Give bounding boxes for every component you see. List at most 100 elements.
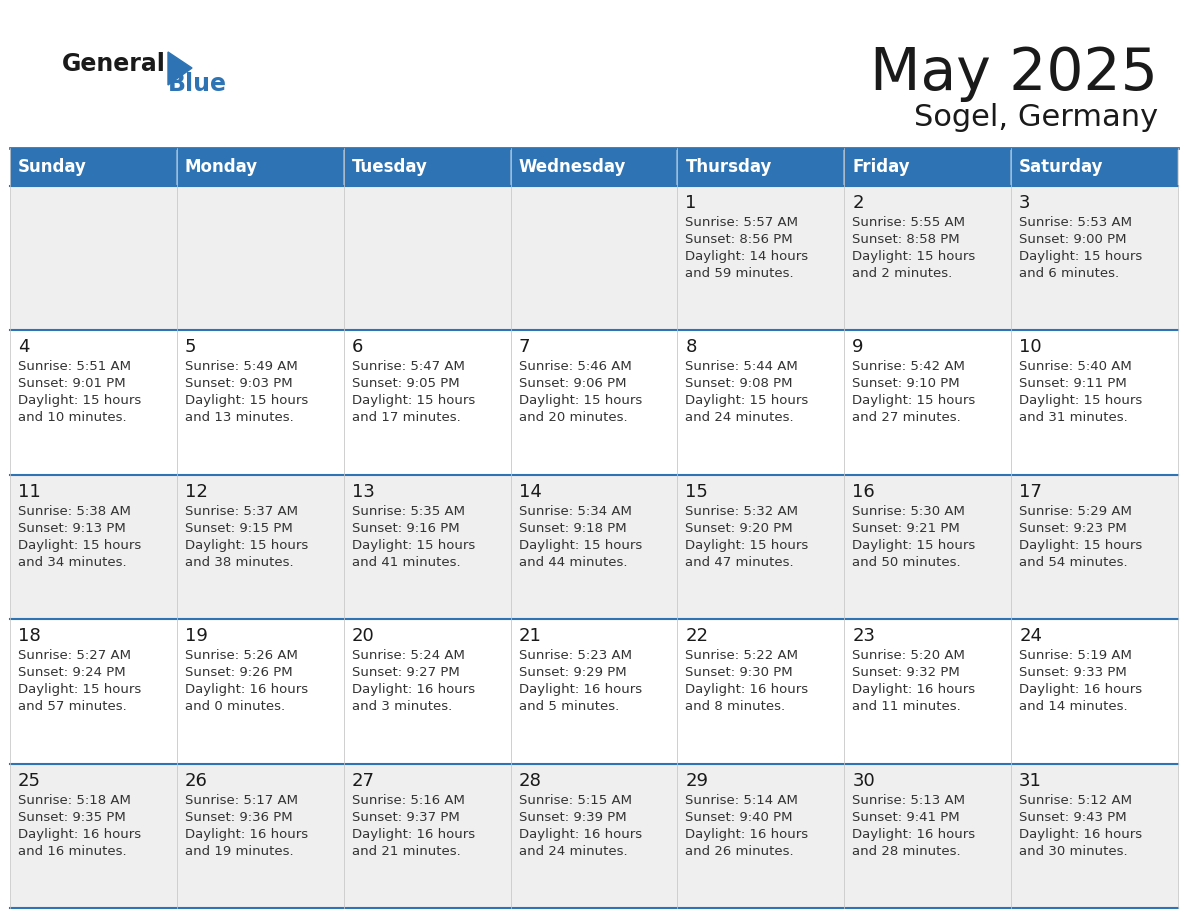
Text: and 50 minutes.: and 50 minutes.	[852, 555, 961, 569]
Text: 14: 14	[519, 483, 542, 501]
Bar	[177, 475, 343, 620]
Text: Daylight: 16 hours: Daylight: 16 hours	[185, 683, 308, 696]
Bar	[511, 186, 677, 330]
Text: Sunset: 9:06 PM: Sunset: 9:06 PM	[519, 377, 626, 390]
Text: Saturday: Saturday	[1019, 158, 1104, 176]
Text: Daylight: 16 hours: Daylight: 16 hours	[685, 828, 809, 841]
Text: Sunset: 9:08 PM: Sunset: 9:08 PM	[685, 377, 792, 390]
Text: Sunset: 8:58 PM: Sunset: 8:58 PM	[852, 233, 960, 246]
Text: Sunrise: 5:13 AM: Sunrise: 5:13 AM	[852, 793, 966, 807]
Text: Sunrise: 5:47 AM: Sunrise: 5:47 AM	[352, 361, 465, 374]
Bar	[1011, 330, 1178, 475]
Bar	[677, 475, 845, 620]
Text: Daylight: 15 hours: Daylight: 15 hours	[1019, 395, 1143, 408]
Text: and 47 minutes.: and 47 minutes.	[685, 555, 794, 569]
Text: 16: 16	[852, 483, 876, 501]
Text: 9: 9	[852, 339, 864, 356]
Text: 13: 13	[352, 483, 374, 501]
Text: Sunset: 9:39 PM: Sunset: 9:39 PM	[519, 811, 626, 823]
Text: Daylight: 15 hours: Daylight: 15 hours	[852, 250, 975, 263]
Text: Sunset: 9:21 PM: Sunset: 9:21 PM	[852, 521, 960, 535]
Text: Sunrise: 5:24 AM: Sunrise: 5:24 AM	[352, 649, 465, 662]
Text: 24: 24	[1019, 627, 1042, 645]
Text: Sunrise: 5:15 AM: Sunrise: 5:15 AM	[519, 793, 632, 807]
Text: and 0 minutes.: and 0 minutes.	[185, 700, 285, 713]
Text: Sunrise: 5:19 AM: Sunrise: 5:19 AM	[1019, 649, 1132, 662]
Text: Sunrise: 5:14 AM: Sunrise: 5:14 AM	[685, 793, 798, 807]
Text: Daylight: 15 hours: Daylight: 15 hours	[519, 539, 642, 552]
Text: Sunrise: 5:22 AM: Sunrise: 5:22 AM	[685, 649, 798, 662]
Text: Tuesday: Tuesday	[352, 158, 428, 176]
Bar	[10, 764, 177, 908]
Text: Sunset: 9:13 PM: Sunset: 9:13 PM	[18, 521, 126, 535]
Text: and 24 minutes.: and 24 minutes.	[519, 845, 627, 857]
Text: Sunset: 9:23 PM: Sunset: 9:23 PM	[1019, 521, 1127, 535]
Text: Sunset: 9:37 PM: Sunset: 9:37 PM	[352, 811, 460, 823]
Text: Daylight: 16 hours: Daylight: 16 hours	[1019, 828, 1143, 841]
Text: 18: 18	[18, 627, 40, 645]
Text: Sunrise: 5:12 AM: Sunrise: 5:12 AM	[1019, 793, 1132, 807]
Bar	[177, 186, 343, 330]
Text: Wednesday: Wednesday	[519, 158, 626, 176]
Text: Daylight: 15 hours: Daylight: 15 hours	[352, 539, 475, 552]
Text: Daylight: 15 hours: Daylight: 15 hours	[519, 395, 642, 408]
Text: 2: 2	[852, 194, 864, 212]
Text: Daylight: 15 hours: Daylight: 15 hours	[352, 395, 475, 408]
Text: and 16 minutes.: and 16 minutes.	[18, 845, 127, 857]
Text: Sunset: 9:43 PM: Sunset: 9:43 PM	[1019, 811, 1126, 823]
Text: and 5 minutes.: and 5 minutes.	[519, 700, 619, 713]
Text: Daylight: 16 hours: Daylight: 16 hours	[685, 683, 809, 696]
Text: Blue: Blue	[168, 72, 227, 96]
Text: 28: 28	[519, 772, 542, 789]
Bar	[1011, 620, 1178, 764]
Text: and 54 minutes.: and 54 minutes.	[1019, 555, 1127, 569]
Bar	[177, 764, 343, 908]
Bar	[10, 475, 177, 620]
Bar	[343, 148, 511, 186]
Bar	[177, 330, 343, 475]
Text: 17: 17	[1019, 483, 1042, 501]
Text: and 11 minutes.: and 11 minutes.	[852, 700, 961, 713]
Text: Sunset: 9:20 PM: Sunset: 9:20 PM	[685, 521, 794, 535]
Text: and 10 minutes.: and 10 minutes.	[18, 411, 127, 424]
Polygon shape	[168, 52, 192, 85]
Text: Daylight: 16 hours: Daylight: 16 hours	[185, 828, 308, 841]
Text: Daylight: 16 hours: Daylight: 16 hours	[18, 828, 141, 841]
Bar	[177, 148, 343, 186]
Text: Daylight: 16 hours: Daylight: 16 hours	[852, 683, 975, 696]
Text: and 8 minutes.: and 8 minutes.	[685, 700, 785, 713]
Text: and 3 minutes.: and 3 minutes.	[352, 700, 451, 713]
Bar	[10, 186, 177, 330]
Text: Sunset: 9:11 PM: Sunset: 9:11 PM	[1019, 377, 1127, 390]
Text: 4: 4	[18, 339, 30, 356]
Text: Sunrise: 5:32 AM: Sunrise: 5:32 AM	[685, 505, 798, 518]
Text: Sunrise: 5:23 AM: Sunrise: 5:23 AM	[519, 649, 632, 662]
Text: Sunset: 9:00 PM: Sunset: 9:00 PM	[1019, 233, 1126, 246]
Text: Daylight: 15 hours: Daylight: 15 hours	[852, 539, 975, 552]
Bar	[845, 186, 1011, 330]
Text: 11: 11	[18, 483, 40, 501]
Text: 15: 15	[685, 483, 708, 501]
Text: Sunset: 9:40 PM: Sunset: 9:40 PM	[685, 811, 792, 823]
Text: Sunset: 9:32 PM: Sunset: 9:32 PM	[852, 666, 960, 679]
Text: Sunrise: 5:57 AM: Sunrise: 5:57 AM	[685, 216, 798, 229]
Text: 7: 7	[519, 339, 530, 356]
Text: Sunset: 9:16 PM: Sunset: 9:16 PM	[352, 521, 460, 535]
Text: Daylight: 14 hours: Daylight: 14 hours	[685, 250, 809, 263]
Text: Sunrise: 5:26 AM: Sunrise: 5:26 AM	[185, 649, 298, 662]
Bar	[845, 475, 1011, 620]
Text: and 26 minutes.: and 26 minutes.	[685, 845, 794, 857]
Text: and 24 minutes.: and 24 minutes.	[685, 411, 794, 424]
Text: 25: 25	[18, 772, 42, 789]
Text: Sunset: 9:24 PM: Sunset: 9:24 PM	[18, 666, 126, 679]
Text: Sunrise: 5:55 AM: Sunrise: 5:55 AM	[852, 216, 966, 229]
Text: Friday: Friday	[852, 158, 910, 176]
Text: Sunset: 9:03 PM: Sunset: 9:03 PM	[185, 377, 292, 390]
Text: Sunrise: 5:46 AM: Sunrise: 5:46 AM	[519, 361, 631, 374]
Text: Sunrise: 5:20 AM: Sunrise: 5:20 AM	[852, 649, 965, 662]
Text: Daylight: 15 hours: Daylight: 15 hours	[18, 683, 141, 696]
Text: Daylight: 15 hours: Daylight: 15 hours	[185, 539, 308, 552]
Text: Sunrise: 5:42 AM: Sunrise: 5:42 AM	[852, 361, 965, 374]
Bar	[343, 330, 511, 475]
Text: and 31 minutes.: and 31 minutes.	[1019, 411, 1127, 424]
